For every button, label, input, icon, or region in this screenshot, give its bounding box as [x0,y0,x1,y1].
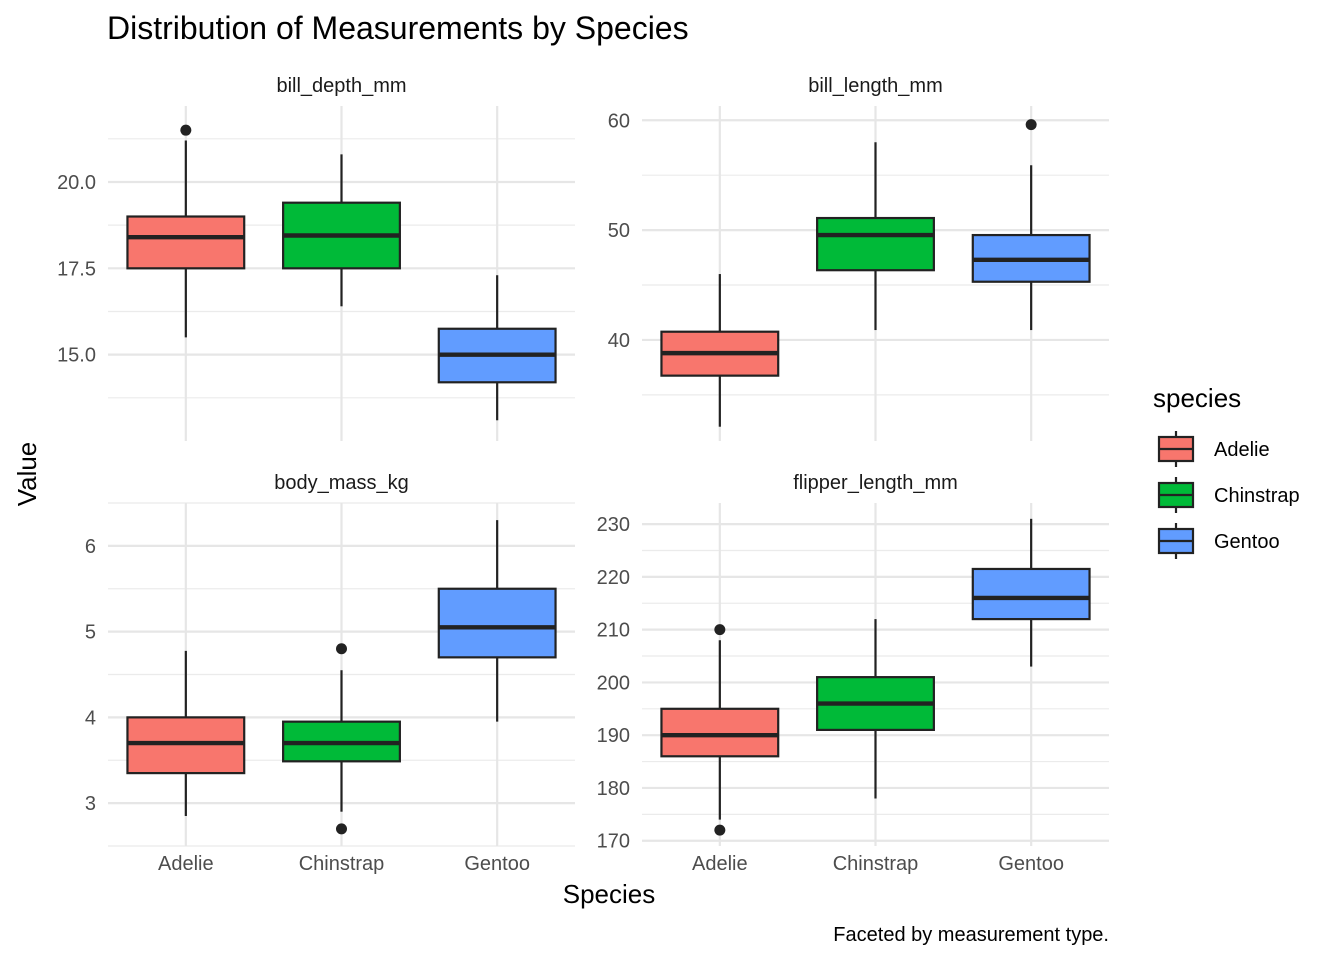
box-iqr [816,216,935,272]
facet-flipper-length-mm: flipper_length_mm 170 180 190 200 210 220 230 Ad… [597,472,1109,875]
y-tick-label: 4 [85,707,96,729]
facet-bill-depth-mm: bill_depth_mm 15.0 17.5 20.0 [57,75,575,441]
legend-label: Adelie [1214,439,1270,461]
outlier-point [336,643,347,655]
y-tick-label: 3 [85,793,96,815]
y-tick-label: 20.0 [57,172,96,194]
box-gentoo [437,275,557,421]
facet-strip-label: flipper_length_mm [793,472,958,494]
box-gentoo [437,520,557,722]
box-adelie [126,124,246,338]
outlier-point [714,824,726,836]
y-tick-label: 210 [597,620,630,642]
outlier-point [336,823,347,835]
facet-strip-label: bill_depth_mm [276,75,406,97]
box-iqr [126,215,246,270]
x-tick-label: Chinstrap [833,853,919,875]
legend-title: species [1153,383,1241,413]
legend: species Adelie Chinstrap Gentoo [1153,383,1300,559]
box-chinstrap [282,154,401,307]
y-tick-label: 60 [608,110,630,132]
box-adelie [660,274,780,427]
box-chinstrap [816,619,935,799]
box-iqr [971,567,1091,621]
outlier-point [180,124,192,136]
box-adelie [126,650,246,816]
x-tick-label: Gentoo [998,853,1064,875]
y-axis-title: Value [12,442,42,507]
facet-bill-length-mm: bill_length_mm 40 50 60 [608,75,1109,441]
chart-caption: Faceted by measurement type. [833,924,1109,946]
y-tick-label: 40 [608,330,630,352]
x-tick-label: Chinstrap [299,853,385,875]
facet-body-mass-kg: body_mass_kg 3 4 5 6 Adelie Chinstrap Gentoo [85,472,575,875]
legend-item-adelie: Adelie [1157,431,1270,467]
y-tick-label: 200 [597,672,630,694]
y-tick-label: 180 [597,778,630,800]
legend-item-gentoo: Gentoo [1157,523,1280,559]
y-tick-label: 5 [85,622,96,644]
y-tick-label: 15.0 [57,345,96,367]
x-tick-label: Adelie [158,853,214,875]
y-tick-label: 50 [608,220,630,242]
x-axis-title: Species [563,879,656,909]
legend-label: Chinstrap [1214,485,1300,507]
box-gentoo [971,518,1091,667]
y-tick-label: 170 [597,831,630,853]
box-chinstrap [282,643,401,835]
x-tick-label: Adelie [692,853,748,875]
y-tick-label: 17.5 [57,258,96,280]
outlier-point [1025,119,1037,131]
x-tick-label: Gentoo [464,853,530,875]
box-iqr [437,587,557,659]
y-tick-label: 220 [597,567,630,589]
box-chinstrap [816,142,935,331]
facet-strip-label: bill_length_mm [808,75,943,97]
legend-item-chinstrap: Chinstrap [1157,477,1300,513]
facet-strip-label: body_mass_kg [274,472,409,494]
chart-title: Distribution of Measurements by Species [107,10,689,46]
y-tick-label: 190 [597,725,630,747]
outlier-point [714,624,726,636]
legend-label: Gentoo [1214,531,1280,553]
y-tick-label: 230 [597,514,630,536]
box-gentoo [971,119,1091,331]
box-iqr [660,707,780,758]
y-tick-label: 6 [85,536,96,558]
box-adelie [660,624,780,836]
facet-panels: bill_depth_mm 15.0 17.5 20.0 bill_length_mm 4… [57,75,1109,875]
